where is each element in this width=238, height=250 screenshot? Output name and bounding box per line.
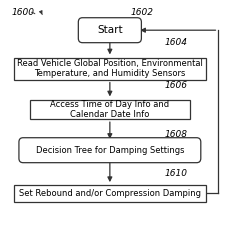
FancyBboxPatch shape: [14, 58, 206, 80]
Text: Decision Tree for Damping Settings: Decision Tree for Damping Settings: [36, 146, 184, 155]
FancyBboxPatch shape: [14, 185, 206, 202]
Text: 1604: 1604: [165, 38, 188, 47]
FancyBboxPatch shape: [30, 100, 190, 119]
Text: 1600: 1600: [12, 8, 35, 17]
FancyBboxPatch shape: [19, 138, 201, 163]
FancyBboxPatch shape: [78, 18, 141, 43]
Text: Set Rebound and/or Compression Damping: Set Rebound and/or Compression Damping: [19, 189, 201, 198]
Text: 1602: 1602: [130, 8, 154, 17]
Text: 1610: 1610: [165, 169, 188, 178]
Text: 1606: 1606: [165, 81, 188, 90]
Text: Access Time of Day Info and
Calendar Date Info: Access Time of Day Info and Calendar Dat…: [50, 100, 169, 119]
Text: Start: Start: [97, 25, 123, 35]
Text: 1608: 1608: [165, 130, 188, 138]
Text: Read Vehicle Global Position, Environmental
Temperature, and Humidity Sensors: Read Vehicle Global Position, Environmen…: [17, 59, 203, 78]
